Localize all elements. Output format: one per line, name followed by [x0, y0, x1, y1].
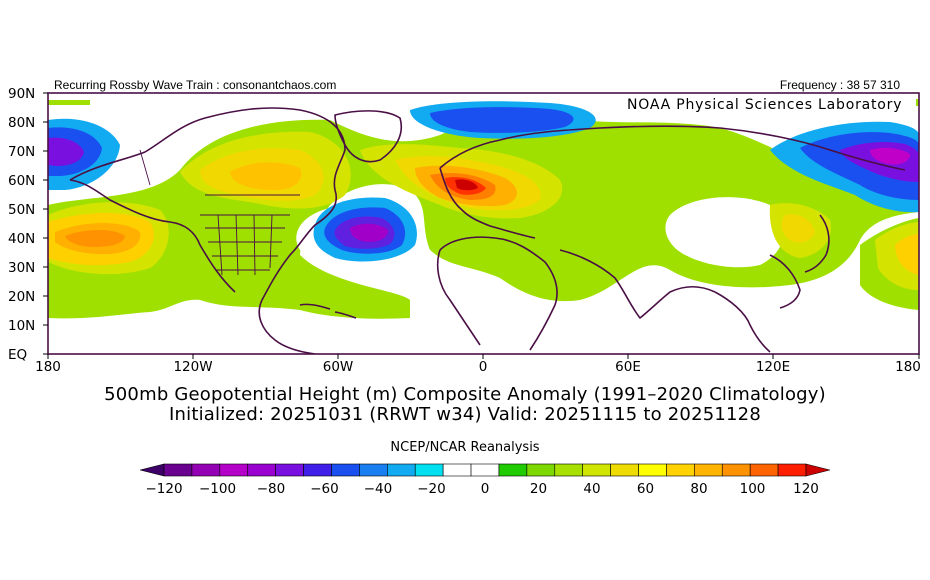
- colorbar-tick-label: 120: [793, 481, 819, 497]
- lat-label-60n: 60N: [8, 173, 36, 189]
- colorbar-swatch: [721, 463, 751, 477]
- lab-label: NOAA Physical Sciences Laboratory: [627, 97, 902, 113]
- lab-label-bg: [620, 95, 916, 113]
- lon-label-120e: 120E: [755, 359, 791, 375]
- coastlines: [69, 107, 906, 354]
- colorbar-swatch: [749, 463, 779, 477]
- colorbar-swatch: [387, 463, 416, 477]
- colorbar-swatch: [414, 463, 444, 477]
- header-source-text: Recurring Rossby Wave Train : consonantc…: [54, 78, 337, 92]
- colorbar-title: NCEP/NCAR Reanalysis: [390, 440, 540, 455]
- colorbar-tick-label: −120: [145, 481, 183, 497]
- colorbar-swatch: [303, 463, 332, 477]
- colorbar-swatch: [247, 463, 276, 477]
- colorbar-tick-label: −60: [310, 481, 339, 497]
- lat-label-eq: EQ: [8, 347, 28, 363]
- lon-label-60w: 60W: [322, 359, 354, 375]
- map-subtitle: Initialized: 20251031 (RRWT w34) Valid: …: [169, 404, 761, 425]
- anomaly-map: NOAA Physical Sciences Laboratory: [43, 92, 920, 359]
- colorbar-swatch: [191, 463, 221, 477]
- state-borders: [139, 149, 300, 276]
- lon-ticks: [47, 354, 920, 359]
- colorbar-swatch: [498, 463, 528, 477]
- colorbar-swatch: [275, 463, 304, 477]
- lat-label-90n: 90N: [8, 86, 36, 102]
- colorbar-swatch: [526, 463, 556, 477]
- colorbar-tick-label: 60: [636, 481, 655, 497]
- colorbar-swatch: [666, 463, 695, 477]
- colorbar-tick-label: 20: [529, 481, 548, 497]
- lat-label-30n: 30N: [8, 260, 36, 276]
- lon-label-120w: 120W: [173, 359, 213, 375]
- colorbar-tick-label: 80: [690, 481, 708, 497]
- lat-label-20n: 20N: [8, 289, 36, 305]
- colorbar-swatch: [331, 463, 360, 477]
- colorbar-tick-label: −80: [256, 481, 286, 497]
- colorbar-swatch: [777, 463, 807, 477]
- lon-label-180e: 180: [895, 359, 921, 375]
- colorbar-max-arrow: [805, 463, 830, 477]
- colorbar-swatch: [219, 463, 249, 477]
- colorbar-swatch: [442, 463, 472, 477]
- lat-ticks: [43, 92, 48, 355]
- lon-label-0: 0: [478, 359, 488, 375]
- colorbar: [140, 463, 830, 477]
- colorbar-tick-label: −40: [363, 481, 393, 497]
- colorbar-min-arrow: [140, 463, 165, 477]
- colorbar-tick-label: 100: [739, 481, 766, 497]
- lat-label-80n: 80N: [8, 115, 36, 131]
- lat-label-70n: 70N: [8, 144, 36, 160]
- colorbar-swatch: [163, 463, 193, 477]
- colorbar-swatch: [694, 463, 723, 477]
- map-title: 500mb Geopotential Height (m) Composite …: [104, 384, 826, 405]
- lat-label-10n: 10N: [8, 318, 36, 334]
- lon-label-180w: 180: [35, 359, 61, 375]
- anomaly-field: [48, 93, 919, 354]
- colorbar-tick-label: −100: [198, 481, 237, 497]
- colorbar-swatch: [470, 463, 500, 477]
- colorbar-swatch: [638, 463, 667, 477]
- colorbar-swatch: [359, 463, 388, 477]
- colorbar-tick-label: 0: [480, 481, 490, 497]
- colorbar-tick-label: 40: [583, 481, 601, 497]
- colorbar-swatch: [610, 463, 639, 477]
- lat-label-50n: 50N: [8, 202, 36, 218]
- lon-label-60e: 60E: [615, 359, 641, 375]
- colorbar-swatch: [582, 463, 611, 477]
- lat-label-40n: 40N: [8, 231, 36, 247]
- header-frequency-text: Frequency : 38 57 310: [779, 78, 900, 92]
- colorbar-swatch: [554, 463, 583, 477]
- colorbar-tick-label: −20: [417, 481, 446, 497]
